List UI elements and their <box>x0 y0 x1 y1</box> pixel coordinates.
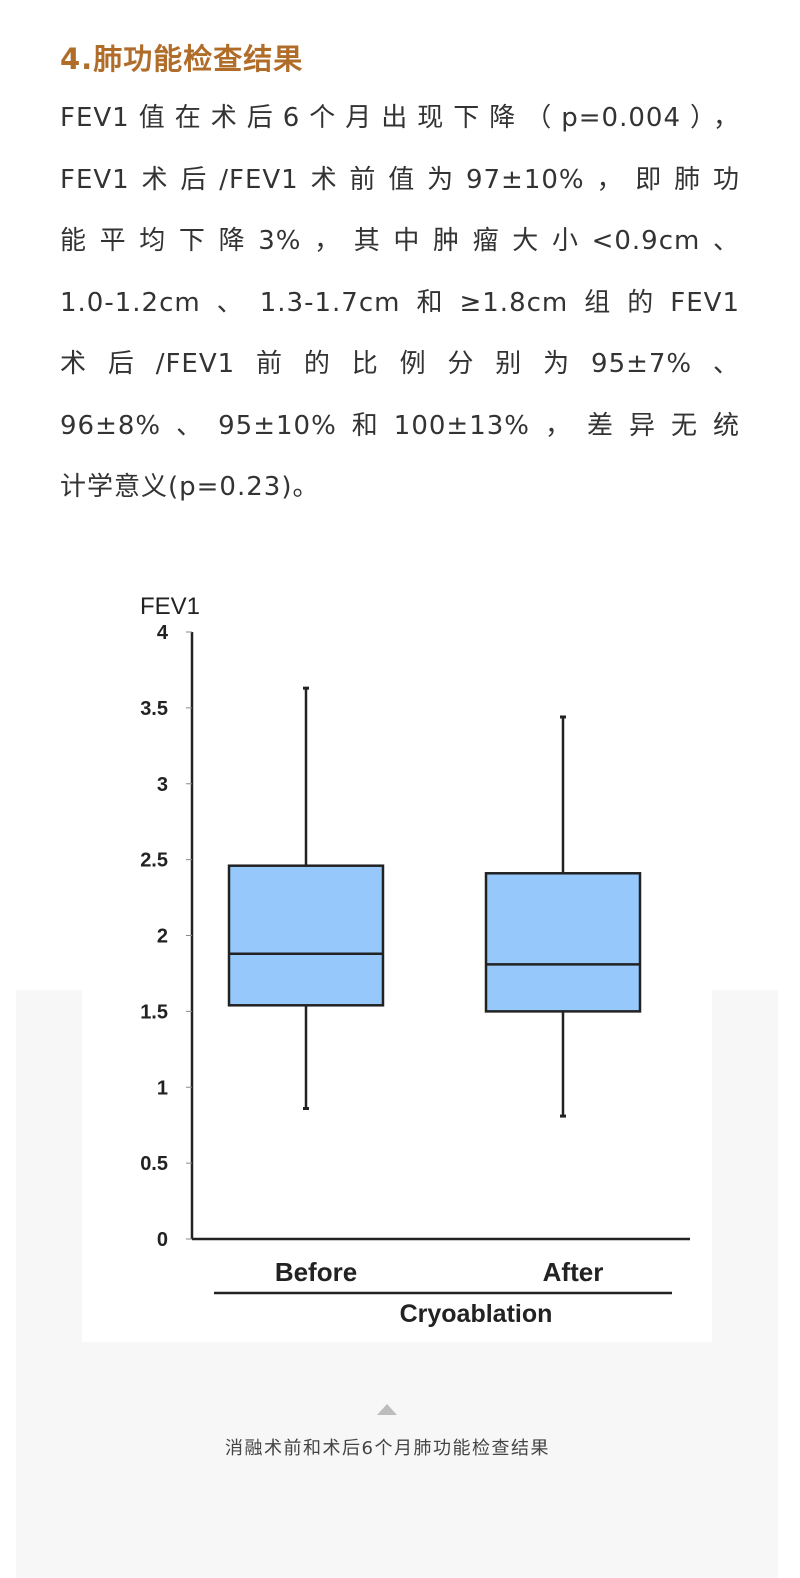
paragraph-line: 96±8%、95±10%和100±13%，差异无统 <box>60 410 740 441</box>
paragraph-line: 术后/FEV1前的比例分别为95±7%、 <box>60 349 740 379</box>
section-title: 4.肺功能检查结果 <box>60 42 304 76</box>
paragraph: FEV1值在术后6个月出现下降（p=0.004）， FEV1术后/FEV1术前值… <box>60 92 740 523</box>
box-after <box>484 872 642 1013</box>
box-plot: FEV1 Cryoablation 0 0.5 1 1.5 2 2.5 3 3.5 4 Befor… <box>140 593 690 1328</box>
paragraph-line: 能平均下降3%，其中肿瘤大小<0.9cm、 <box>60 226 740 256</box>
y-tick-label: 4 <box>157 622 169 644</box>
y-tick-label: 2 <box>157 926 168 948</box>
paragraph-line: 1.0-1.2cm、1.3-1.7cm和≥1.8cm组的FEV1 <box>60 287 740 318</box>
y-axis-label: FEV1 <box>140 593 200 620</box>
y-tick-label: 2.5 <box>140 850 168 872</box>
paragraph-line: FEV1值在术后6个月出现下降（p=0.004）， <box>60 103 740 133</box>
x-axis-label: Cryoablation <box>400 1300 553 1328</box>
y-tick-label: 1.5 <box>140 1001 168 1023</box>
y-tick-label: 3.5 <box>140 698 168 720</box>
y-tick-label: 0 <box>157 1229 168 1251</box>
paragraph-line: 计学意义(p=0.23)。 <box>60 472 320 502</box>
x-category-label: Before <box>275 1257 357 1287</box>
y-tick-label: 3 <box>157 774 168 796</box>
triangle-up-icon <box>377 1404 397 1415</box>
paragraph-line: FEV1术后/FEV1术前值为97±10%，即肺功 <box>60 164 740 195</box>
chart-image: FEV1 Cryoablation 0 0.5 1 1.5 2 2.5 3 3.5 4 Befor… <box>82 570 712 1342</box>
y-tick-label: 1 <box>157 1077 168 1099</box>
figure-caption: 消融术前和术后6个月肺功能检查结果 <box>225 1438 550 1459</box>
y-tick-label: 0.5 <box>140 1153 168 1175</box>
x-category-label: After <box>543 1257 604 1287</box>
box-before <box>227 864 385 1007</box>
